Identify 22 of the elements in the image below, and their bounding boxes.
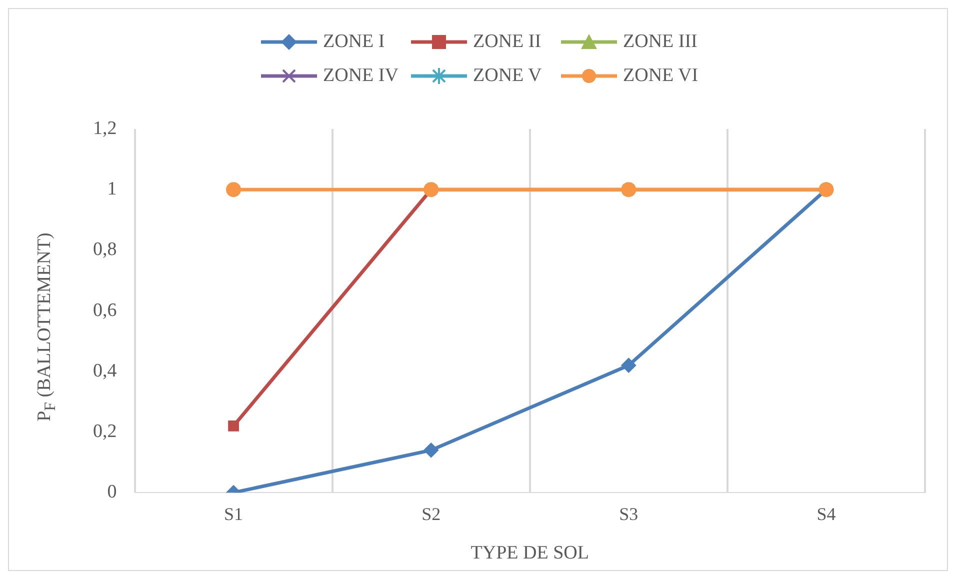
- point: [424, 442, 439, 458]
- legend-label: ZONE III: [623, 31, 698, 53]
- y-tick-label: 0,4: [93, 360, 118, 382]
- y-tick-label: 1,2: [93, 118, 117, 139]
- y-tick-label: 0,8: [93, 239, 117, 260]
- x-tick-label: S1: [224, 504, 244, 524]
- point: [226, 182, 242, 198]
- point: [228, 420, 239, 432]
- x-tick-label: S4: [816, 504, 836, 524]
- point: [621, 358, 636, 373]
- y-tick-label: 1: [107, 178, 117, 200]
- y-tick-label: 0: [107, 482, 117, 503]
- legend-label: ZONE II: [473, 31, 542, 53]
- x-axis-title: TYPE DE SOL: [470, 542, 589, 564]
- x-tick-label: S3: [619, 504, 638, 524]
- legend-label: ZONE VI: [623, 65, 698, 87]
- y-tick-label: 0,2: [93, 420, 117, 442]
- y-tick-label: 0,6: [93, 300, 117, 321]
- x-tick-label: S2: [422, 504, 441, 524]
- legend-label: ZONE I: [323, 31, 385, 53]
- legend-label: ZONE IV: [323, 65, 398, 87]
- legend-label: ZONE V: [473, 65, 542, 87]
